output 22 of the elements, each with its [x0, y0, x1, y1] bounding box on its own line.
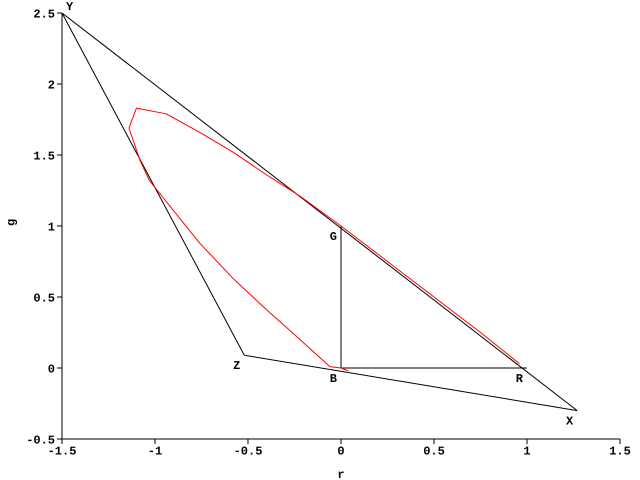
x-tick-label: -0.5 [234, 444, 262, 459]
y-tick-label: 2.5 [33, 7, 55, 22]
y-tick-label: -0.5 [26, 433, 55, 448]
x-tick-label: 0.5 [423, 444, 445, 459]
annotation: G [330, 230, 337, 244]
x-tick-label: 0 [337, 444, 345, 459]
x-tick-label: 1.5 [609, 444, 631, 459]
annotation: Z [233, 359, 240, 374]
annotation: B [330, 372, 337, 386]
x-tick-label: 1 [523, 444, 531, 459]
x-axis-title: r [337, 468, 345, 480]
y-tick-label: 2 [48, 78, 55, 92]
y-axis-title: g [4, 218, 18, 226]
y-tick-label: 0 [48, 362, 55, 376]
annotation: Y [66, 0, 74, 14]
y-tick-label: 1.5 [33, 149, 55, 164]
y-tick-label: 0.5 [33, 291, 55, 306]
y-tick-label: 1 [48, 220, 55, 234]
x-tick-label: -1 [148, 444, 162, 459]
x-tick-label: -1.5 [48, 444, 76, 459]
annotation: R [516, 372, 524, 386]
annotation: X [566, 414, 574, 429]
